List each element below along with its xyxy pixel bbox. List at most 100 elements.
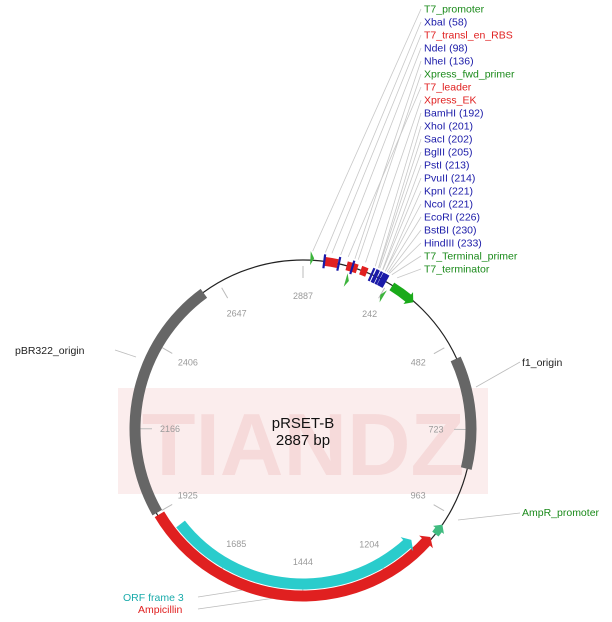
leader-line <box>312 8 422 252</box>
restriction-site-mark <box>371 269 380 284</box>
plasmid-name: pRSET-B <box>272 415 335 432</box>
tick-label: 2406 <box>178 357 198 367</box>
feature-arrowhead <box>419 535 433 549</box>
feature-label: T7_promoter <box>424 4 485 16</box>
feature-arc-xpress-ek <box>359 265 369 277</box>
feature-label: EcoRI (226) <box>424 212 480 224</box>
leader-line <box>475 361 521 388</box>
tick-label: 2647 <box>227 309 247 319</box>
feature-layer <box>129 251 477 602</box>
feature-label: HindIII (233) <box>424 238 482 250</box>
feature-label: BamHI (192) <box>424 108 484 120</box>
feature-arrow-xpress-fwd-primer <box>343 273 349 287</box>
leader-line <box>457 512 521 521</box>
leader-line <box>365 99 422 263</box>
feature-arrow-t7-promoter <box>310 251 315 266</box>
leader-line <box>331 34 422 254</box>
tick-label: 482 <box>411 358 426 368</box>
tick-mark <box>433 504 445 512</box>
restriction-site-mark <box>374 271 384 285</box>
tick-label: 1925 <box>178 490 198 500</box>
tick-mark <box>161 347 173 354</box>
leader-line <box>391 255 422 276</box>
restriction-site-mark <box>378 273 388 287</box>
tick-label: 963 <box>411 491 426 501</box>
leader-line <box>386 216 422 273</box>
leader-line <box>378 125 422 268</box>
feature-label: XbaI (58) <box>424 17 467 29</box>
feature-label: T7_transl_en_RBS <box>424 30 513 42</box>
feature-label: T7_leader <box>424 82 472 94</box>
feature-label: NdeI (98) <box>424 43 468 55</box>
feature-label: KpnI (221) <box>424 186 473 198</box>
tick-label: 1685 <box>226 539 246 549</box>
feature-label: XhoI (201) <box>424 121 473 133</box>
feature-label: SacI (202) <box>424 134 472 146</box>
leader-line <box>379 151 422 269</box>
restriction-site-mark <box>367 267 376 282</box>
label-f1-origin: f1_origin <box>522 357 562 369</box>
leader-line <box>382 164 422 270</box>
leader-line <box>388 229 422 274</box>
feature-label: PstI (213) <box>424 160 470 172</box>
feature-label: Xpress_EK <box>424 95 477 107</box>
tick-label: 1444 <box>293 557 313 567</box>
leader-line <box>396 268 422 279</box>
leader-line <box>378 138 422 269</box>
leader-line <box>340 47 422 256</box>
label-ampr-promoter: AmpR_promoter <box>522 507 600 519</box>
feature-arc-t7-transl-en-rbs <box>324 256 339 269</box>
restriction-site-mark <box>336 256 342 271</box>
leader-line <box>197 597 276 610</box>
tick-label: 2166 <box>160 424 180 434</box>
leader-line <box>347 86 422 257</box>
leader-line <box>374 112 422 267</box>
label-pbr322-origin: pBR322_origin <box>15 345 85 357</box>
restriction-site-mark <box>376 272 386 286</box>
feature-arc-orf-frame-3 <box>176 520 412 590</box>
feature-label: Xpress_fwd_primer <box>424 69 515 81</box>
leader-line <box>354 60 422 259</box>
leader-line <box>357 73 422 260</box>
leader-line <box>384 203 422 272</box>
tick-mark <box>221 287 229 299</box>
feature-arrowhead <box>403 292 414 304</box>
restriction-site-mark <box>380 274 390 288</box>
feature-arc-pbr322-origin <box>129 288 208 516</box>
feature-label: T7_Terminal_primer <box>424 251 518 263</box>
feature-arc-f1-origin <box>450 356 477 470</box>
feature-label: BglII (205) <box>424 147 472 159</box>
tick-label: 2887 <box>293 291 313 301</box>
leader-line <box>389 242 422 274</box>
tick-label: 1204 <box>359 539 379 549</box>
plasmid-size: 2887 bp <box>276 432 330 449</box>
restriction-site-mark <box>322 254 327 269</box>
leader-lines <box>114 8 521 610</box>
leader-line <box>384 190 422 272</box>
tick-mark <box>433 347 445 355</box>
feature-arc-ampr-promoter <box>432 526 443 537</box>
feature-label: PvuII (214) <box>424 173 475 185</box>
tick-label: 242 <box>362 309 377 319</box>
feature-label: T7_terminator <box>424 264 490 276</box>
feature-arc-ampicillin <box>154 511 432 602</box>
feature-arrowhead <box>400 537 414 551</box>
watermark-box <box>118 388 488 494</box>
leader-line <box>325 21 422 253</box>
feature-arrow-t7-terminal-primer <box>379 290 387 303</box>
tick-label: 723 <box>428 424 443 434</box>
tick-mark <box>378 287 386 299</box>
feature-label: BstBI (230) <box>424 225 477 237</box>
tick-mark <box>161 503 173 511</box>
feature-arrowhead <box>433 524 444 535</box>
leader-line <box>382 177 422 271</box>
label-orf-frame-3: ORF frame 3 <box>123 592 184 604</box>
restriction-site-layer <box>322 254 390 288</box>
feature-label: NheI (136) <box>424 56 474 68</box>
watermark-text: TIANDZ <box>142 395 465 494</box>
tick-layer: 2887 242 482 723 963 1204 1444 1685 1925 2166 2406… <box>139 266 467 593</box>
leader-line <box>114 349 137 358</box>
label-ampicillin: Ampicillin <box>138 604 183 616</box>
